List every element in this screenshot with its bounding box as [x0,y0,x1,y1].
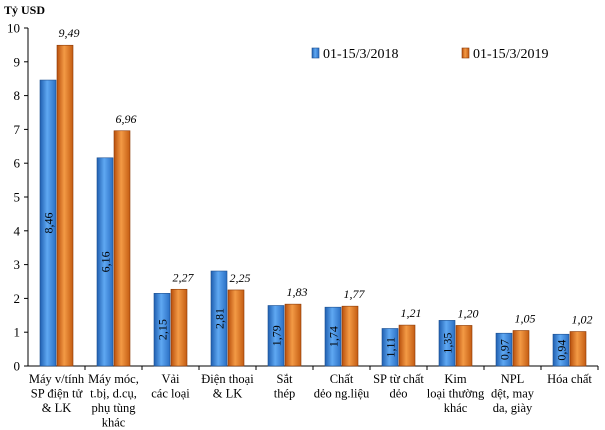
data-label-2018: 1,11 [384,337,398,358]
category-label-line: Máy v/tính [29,372,85,386]
bar-2019 [284,303,302,367]
category-label-line: Máy móc, [88,372,139,386]
legend-label-2019: 01-15/3/2019 [473,47,548,62]
category-label-line: dệt, may [491,387,535,401]
category-label-line: khác [102,416,126,430]
bar-2019 [512,330,530,367]
labels-group: 8,46 9,49 6,16 6,96 2,15 2,27 2,81 2,25 1,79 1,83… [42,26,593,360]
bar-2018 [438,320,456,367]
data-label-2019: 2,25 [230,271,251,285]
category-label-line: & LK [213,387,243,401]
category-label: SP từ chất dẻo [373,372,424,401]
category-label-line: thép [274,387,296,401]
data-label-2018: 8,46 [42,213,56,234]
bar-2019 [227,289,245,367]
category-label-line: phụ tùng [91,401,136,415]
bar-2019 [341,305,359,367]
bar-2018 [324,306,342,367]
category-label-line: da, giày [493,401,533,415]
category-label-line: NPL [501,372,525,386]
bar-2018 [39,79,57,367]
bar-2019 [170,288,188,367]
category-label-line: Điện thoại [201,372,254,386]
legend-swatch-2018 [311,47,320,59]
data-label-2018: 6,16 [99,251,113,272]
y-tick-label: 5 [14,190,21,205]
bar-2018 [381,328,399,367]
data-label-2019: 1,77 [344,287,366,301]
data-label-2019: 6,96 [116,112,137,126]
y-tick-label: 2 [14,291,21,306]
category-label: Kim loại thường khác [427,372,485,415]
category-label-line: Chất [330,372,354,386]
y-tick-label: 7 [14,122,21,137]
bar-2018 [96,157,114,367]
bar-2019 [113,130,131,367]
category-label: Sắt thép [274,372,296,401]
data-label-2019: 1,05 [515,312,536,326]
y-tick-label: 9 [14,54,21,69]
axes-group: Tỷ USD 0 1 2 3 4 5 6 7 8 9 10 [4,3,599,374]
category-label-line: Hóa chất [547,372,592,386]
category-label-line: dẻo ng.liệu [314,387,370,401]
category-label-line: Vải [161,372,180,386]
category-label-line: Kim [444,372,467,386]
bars-group [39,44,587,367]
y-tick-label: 4 [14,223,21,238]
data-label-2019: 1,83 [287,285,308,299]
unit-label: Tỷ USD [4,3,45,17]
category-label: Chất dẻo ng.liệu [314,372,370,401]
data-label-2019: 1,20 [458,306,479,320]
data-label-2019: 2,27 [173,270,195,284]
category-label-line: các loại [151,387,190,401]
bar-2018 [210,270,228,367]
data-label-2018: 2,15 [156,319,170,340]
data-label-2019: 1,21 [401,306,422,320]
legend: 01-15/3/2018 01-15/3/2019 [311,47,548,62]
bar-2018 [267,305,285,367]
legend-swatch-2019 [461,47,470,59]
data-label-2018: 1,74 [327,326,341,347]
category-label: NPL dệt, may da, giày [491,372,535,415]
bar-2018 [552,333,570,367]
data-label-2018: 2,81 [213,308,227,329]
data-label-2018: 1,35 [441,333,455,354]
category-label: Hóa chất [547,372,592,386]
category-label-line: t.bị, d.cụ, [90,387,137,401]
category-label-line: dẻo [389,387,407,401]
data-label-2018: 0,97 [498,339,512,360]
category-label: Máy v/tính SP điện tử & LK [29,372,85,415]
y-tick-label: 10 [7,21,20,36]
data-label-2019: 9,49 [59,26,80,40]
bar-2019 [569,331,587,367]
category-label-line: Sắt [277,372,294,386]
y-tick-label: 3 [14,257,21,272]
y-tick-label: 0 [14,359,21,374]
bar-2019 [455,325,473,367]
category-label-line: SP điện tử [31,387,84,401]
data-label-2018: 1,79 [270,325,284,346]
category-label-line: & LK [42,401,72,415]
y-tick-label: 8 [14,88,21,103]
category-label-line: khác [444,401,468,415]
y-tick-label: 1 [14,325,21,340]
bar-2018 [495,332,513,367]
category-label: Máy móc, t.bị, d.cụ, phụ tùng khác [88,372,139,430]
legend-label-2018: 01-15/3/2018 [323,47,398,62]
category-label: Điện thoại & LK [201,372,254,401]
bar-2019 [56,44,74,367]
y-tick-label: 6 [14,156,21,171]
category-label-line: loại thường [427,387,485,401]
bar-2019 [398,324,416,367]
category-label-line: SP từ chất [373,372,424,386]
data-label-2019: 1,02 [572,313,593,327]
bar-2018 [153,293,171,367]
data-label-2018: 0,94 [555,340,569,361]
category-label: Vải các loại [151,372,190,401]
